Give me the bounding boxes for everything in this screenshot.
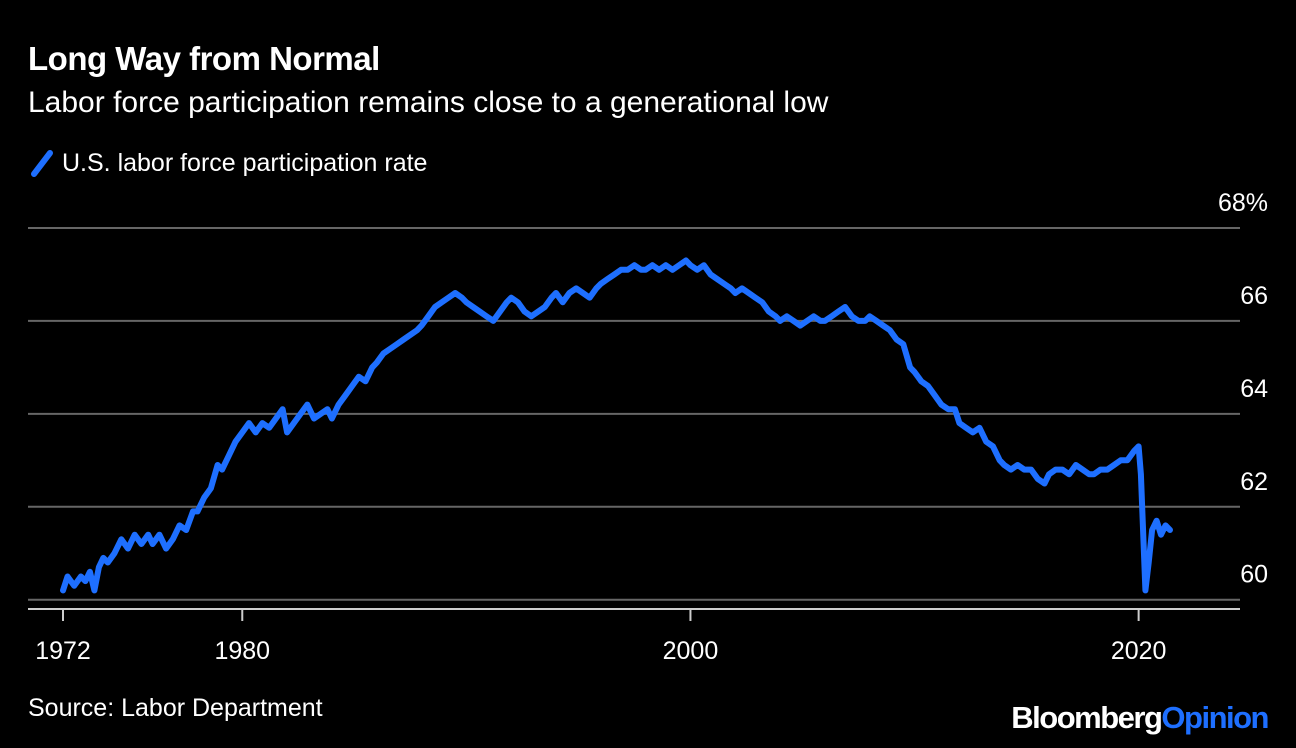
x-tick-label: 1972 [35, 637, 91, 665]
y-tick-label: 62 [1240, 468, 1268, 496]
legend-swatch-icon [30, 148, 54, 178]
source-note: Source: Labor Department [28, 694, 323, 722]
x-tick-label: 1980 [214, 637, 270, 665]
y-tick-label: 68% [1218, 189, 1268, 217]
x-tick-label: 2020 [1111, 637, 1167, 665]
x-axis-labels: 1972 1980 2000 2020 [35, 637, 1166, 665]
y-axis-labels: 68% 66 64 62 60 [1218, 189, 1268, 589]
brand-logo-opinion: Opinion [1161, 700, 1269, 735]
brand-logo: BloombergOpinion [1011, 700, 1269, 736]
brand-logo-bloomberg: Bloomberg [1011, 700, 1163, 735]
legend: U.S. labor force participation rate [30, 148, 427, 178]
y-tick-label: 64 [1240, 375, 1268, 403]
series-layer [60, 257, 1173, 594]
chart-subtitle: Labor force participation remains close … [28, 86, 829, 119]
grid-lines [28, 227, 1240, 621]
legend-label: U.S. labor force participation rate [62, 148, 428, 177]
y-tick-label: 60 [1240, 561, 1268, 589]
chart-title: Long Way from Normal [28, 40, 380, 77]
y-tick-label: 66 [1240, 282, 1268, 310]
series-line-participation-rate [60, 257, 1173, 594]
x-tick-label: 2000 [663, 637, 719, 665]
